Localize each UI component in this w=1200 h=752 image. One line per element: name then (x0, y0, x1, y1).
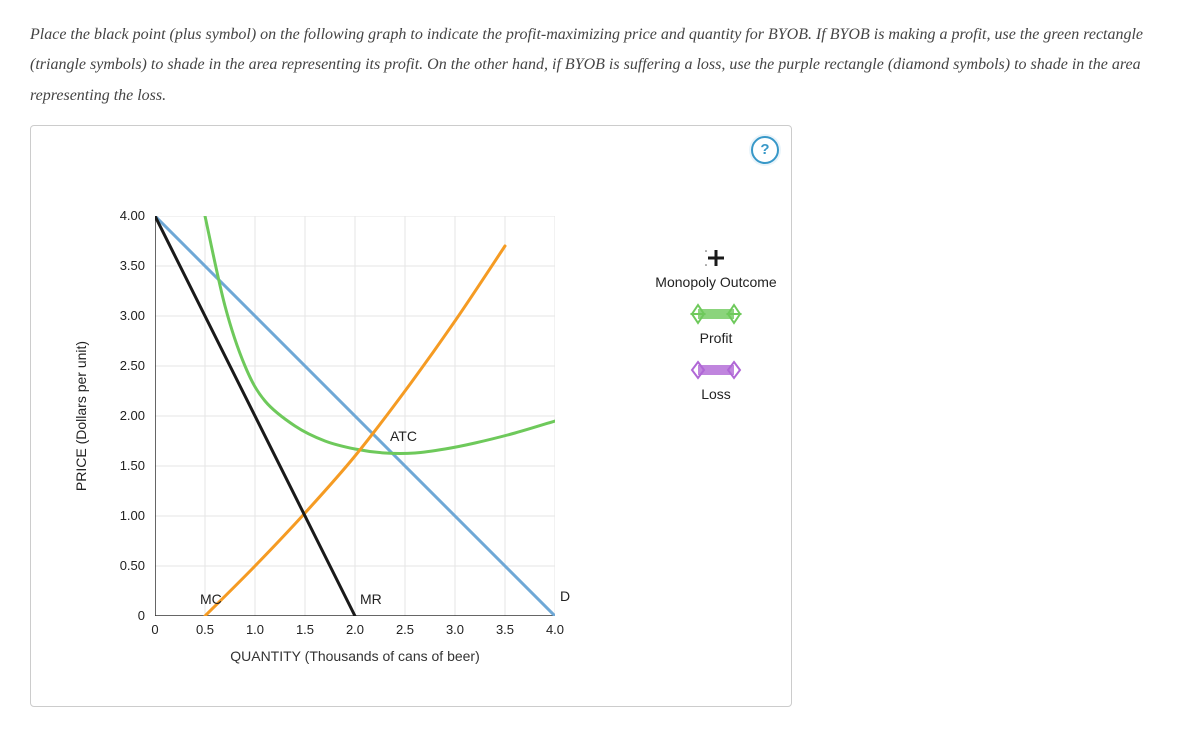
legend-profit-label: Profit (641, 330, 791, 346)
svg-text:3.0: 3.0 (446, 622, 464, 637)
svg-text:2.0: 2.0 (346, 622, 364, 637)
svg-text:D: D (560, 588, 570, 604)
svg-text:1.50: 1.50 (120, 458, 145, 473)
svg-text:2.50: 2.50 (120, 358, 145, 373)
legend-loss-label: Loss (641, 386, 791, 402)
svg-text:3.50: 3.50 (120, 258, 145, 273)
svg-text:3.00: 3.00 (120, 308, 145, 323)
x-axis-title: QUANTITY (Thousands of cans of beer) (155, 648, 555, 664)
svg-text:2.5: 2.5 (396, 622, 414, 637)
graph-panel: ? 0 0.50 1.00 1.50 2.00 2.50 3.00 3.50 4.00 0 0.5… (30, 125, 792, 707)
loss-rect-icon (686, 358, 746, 382)
svg-text:1.00: 1.00 (120, 508, 145, 523)
y-axis-title: PRICE (Dollars per unit) (73, 341, 89, 491)
svg-text:4.00: 4.00 (120, 208, 145, 223)
chart-area: 0 0.50 1.00 1.50 2.00 2.50 3.00 3.50 4.00 0 0.5 1.… (81, 206, 601, 686)
svg-text:0: 0 (151, 622, 158, 637)
svg-text:1.0: 1.0 (246, 622, 264, 637)
svg-text:0: 0 (138, 608, 145, 623)
legend: Monopoly Outcome Profit Loss (641, 246, 791, 414)
svg-text:4.0: 4.0 (546, 622, 564, 637)
legend-monopoly-label: Monopoly Outcome (641, 274, 791, 290)
legend-profit[interactable]: Profit (641, 302, 791, 346)
help-button[interactable]: ? (751, 136, 779, 164)
profit-rect-icon (686, 302, 746, 326)
legend-monopoly[interactable]: Monopoly Outcome (641, 246, 791, 290)
instructions-text: Place the black point (plus symbol) on t… (30, 20, 1170, 111)
svg-text:3.5: 3.5 (496, 622, 514, 637)
svg-text:2.00: 2.00 (120, 408, 145, 423)
svg-text:1.5: 1.5 (296, 622, 314, 637)
legend-loss[interactable]: Loss (641, 358, 791, 402)
y-axis-title-wrap: PRICE (Dollars per unit) (71, 216, 101, 616)
svg-text:0.5: 0.5 (196, 622, 214, 637)
svg-text:0.50: 0.50 (120, 558, 145, 573)
plus-icon (701, 246, 731, 270)
chart-svg[interactable] (155, 216, 555, 616)
